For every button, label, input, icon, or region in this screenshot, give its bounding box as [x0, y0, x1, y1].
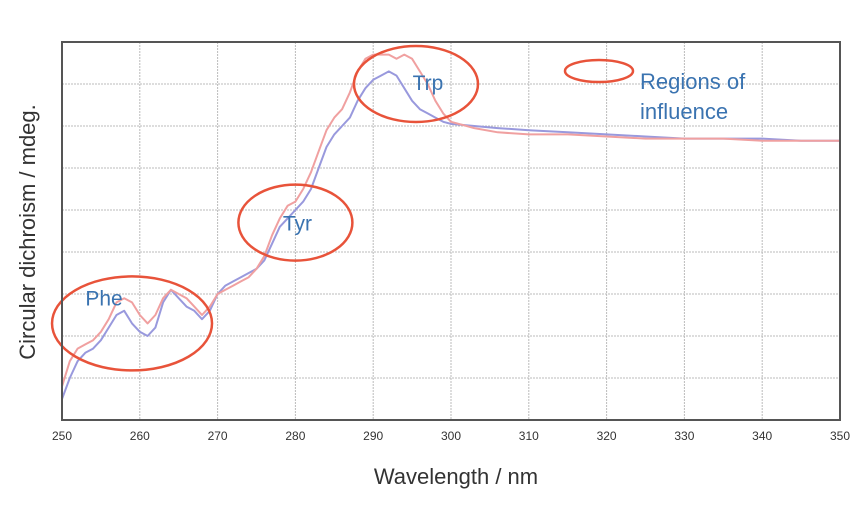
x-tick-labels: 250 260 270 280 290 300 310 320 330 340 350 — [52, 429, 850, 443]
x-tick-label: 320 — [597, 429, 617, 443]
region-label-trp: Trp — [413, 72, 444, 95]
y-axis-label: Circular dichroism / mdeg. — [15, 104, 40, 360]
x-tick-label: 250 — [52, 429, 72, 443]
x-tick-label: 300 — [441, 429, 461, 443]
series-line-2 — [61, 53, 840, 387]
legend: Regions of influence — [563, 58, 746, 124]
x-tick-label: 290 — [363, 429, 383, 443]
region-label-tyr: Tyr — [283, 213, 312, 236]
x-tick-label: 350 — [830, 429, 850, 443]
region-ellipse-phe — [50, 275, 214, 372]
x-tick-label: 310 — [519, 429, 539, 443]
region-label-phe: Phe — [85, 287, 122, 310]
x-tick-label: 280 — [285, 429, 305, 443]
x-axis-label: Wavelength / nm — [374, 464, 538, 489]
x-tick-label: 340 — [752, 429, 772, 443]
x-tick-label: 260 — [130, 429, 150, 443]
x-tick-label: 270 — [208, 429, 228, 443]
plot-frame — [61, 41, 841, 421]
series-lines — [61, 53, 840, 400]
legend-ellipse — [563, 58, 635, 84]
region-ellipse-trp — [352, 44, 480, 124]
legend-label-line1: Regions of — [640, 69, 746, 94]
series-line-1 — [61, 70, 840, 400]
regions: Phe Tyr Trp — [50, 44, 480, 372]
legend-label-line2: influence — [640, 99, 728, 124]
region-ellipse-tyr — [237, 183, 354, 262]
x-tick-label: 330 — [674, 429, 694, 443]
